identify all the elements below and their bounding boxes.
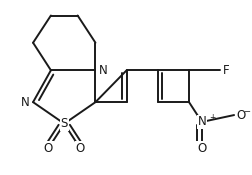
Text: S: S bbox=[60, 117, 68, 130]
Text: O: O bbox=[75, 142, 84, 155]
Text: N: N bbox=[21, 96, 30, 109]
Text: O: O bbox=[44, 142, 53, 155]
Text: −: − bbox=[242, 107, 249, 116]
Text: N: N bbox=[197, 116, 205, 128]
Text: O: O bbox=[236, 108, 245, 122]
Text: N: N bbox=[98, 64, 107, 77]
Text: F: F bbox=[222, 64, 228, 77]
Text: +: + bbox=[208, 113, 214, 122]
Text: O: O bbox=[197, 142, 206, 155]
